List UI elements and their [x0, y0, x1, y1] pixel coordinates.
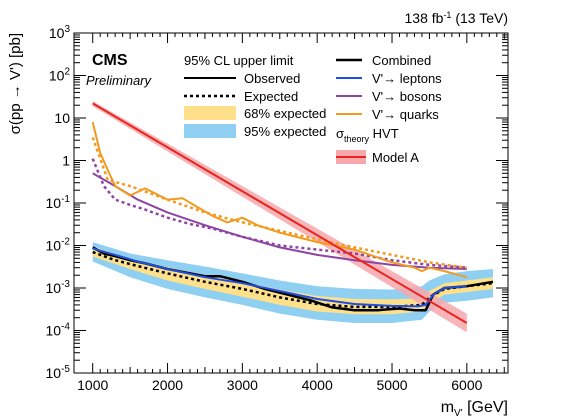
legend-model-a-label: Model A — [372, 150, 419, 165]
legend: 95% CL upper limit Observed Expected 68%… — [184, 53, 442, 165]
series-v-quarks-expected — [91, 136, 467, 269]
x-tick-label: 3000 — [227, 377, 258, 393]
legend-observed-label: Observed — [244, 71, 300, 86]
x-tick-label: 1000 — [77, 377, 108, 393]
legend-theory-header: σtheory HVT — [336, 126, 399, 144]
y-tick-label: 103 — [49, 24, 71, 41]
series-v-bosons-observed — [92, 172, 467, 270]
series-v-leptons — [92, 247, 467, 308]
preliminary-label: Preliminary — [86, 73, 153, 88]
legend-header: 95% CL upper limit — [184, 53, 294, 68]
series-v-quarks-observed — [91, 121, 468, 279]
legend-band95-label: 95% expected — [244, 124, 326, 139]
legend-bosons-label: V'→ bosons — [372, 89, 442, 104]
legend-combined-label: Combined — [372, 53, 431, 68]
series-model-a — [92, 102, 468, 324]
legend-band68-swatch — [184, 106, 236, 120]
y-tick-label: 1 — [62, 153, 70, 169]
series-combined-expected — [92, 250, 494, 309]
y-tick-label: 10-4 — [46, 322, 71, 339]
y-tick-label: 10 — [54, 110, 70, 126]
lines-layer — [91, 102, 494, 324]
y-tick-label: 10-2 — [46, 237, 71, 254]
legend-expected-label: Expected — [244, 89, 298, 104]
x-tick-label: 6000 — [451, 377, 482, 393]
legend-band68-label: 68% expected — [244, 106, 326, 121]
cms-label: CMS — [92, 52, 128, 69]
legend-leptons-label: V'→ leptons — [372, 71, 442, 86]
legend-band95-swatch — [184, 124, 236, 138]
legend-quarks-label: V'→ quarks — [372, 107, 439, 122]
x-tick-label: 5000 — [376, 377, 407, 393]
x-tick-label: 2000 — [152, 377, 183, 393]
y-tick-label: 102 — [49, 67, 71, 84]
x-tick-label: 4000 — [302, 377, 333, 393]
lumi-label: 138 fb-1 (13 TeV) — [405, 10, 509, 26]
y-axis-title: σ(pp → V') [pb] — [7, 33, 24, 134]
axis-layer: 1000 2000 3000 4000 5000 6000 10-5 10-4 10-3 10-2… — [46, 24, 509, 393]
y-tick-label: 10-5 — [46, 364, 71, 381]
y-tick-label: 10-1 — [46, 194, 71, 211]
y-tick-label: 10-3 — [46, 279, 71, 296]
x-axis-title: mV' [GeV] — [441, 399, 508, 418]
